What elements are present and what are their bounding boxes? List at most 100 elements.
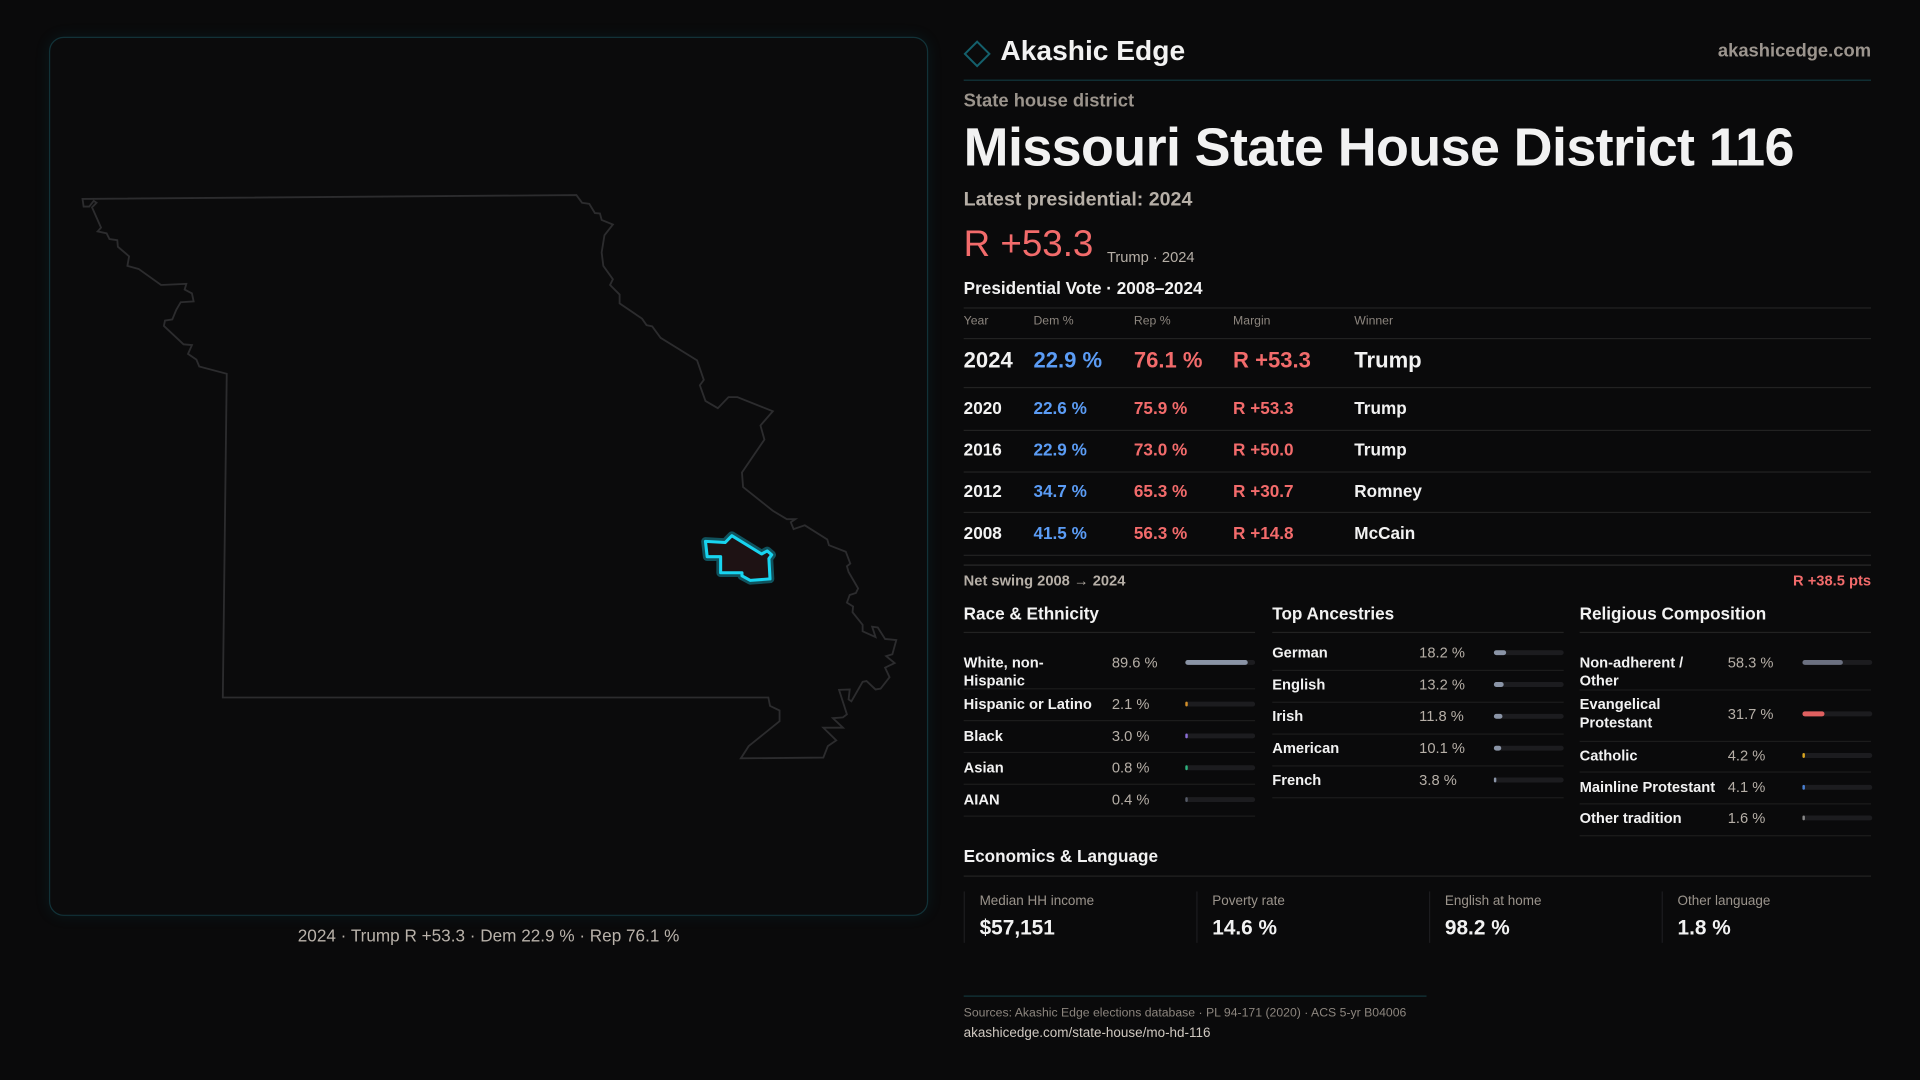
religion-row-divider bbox=[1579, 689, 1872, 691]
religion-bar-fill bbox=[1802, 711, 1825, 717]
religion-row-divider bbox=[1579, 835, 1872, 837]
table-cell-year: 2008 bbox=[963, 522, 1002, 542]
card-value: 14.6 % bbox=[1212, 915, 1278, 940]
race-label: AIAN bbox=[963, 790, 1000, 808]
race-bar-track bbox=[1185, 765, 1256, 771]
ancestry-row-divider bbox=[1272, 733, 1564, 735]
race-label: White, non-Hispanic bbox=[963, 653, 1044, 689]
race-bar-fill bbox=[1185, 797, 1188, 803]
ancestry-bar-track bbox=[1493, 713, 1564, 719]
column-header: Margin bbox=[1233, 314, 1271, 329]
table-cell-winner: Trump bbox=[1354, 397, 1407, 418]
table-cell-rep: 56.3 % bbox=[1133, 522, 1188, 542]
table-header-divider bbox=[963, 337, 1872, 340]
religion-bar-track bbox=[1802, 753, 1873, 758]
religion-label: Mainline Protestant bbox=[1579, 778, 1716, 796]
religion-bar-track bbox=[1802, 711, 1873, 717]
district-type: State house district bbox=[963, 90, 1135, 112]
ancestry-row-divider bbox=[1272, 797, 1564, 799]
ancestry-row-divider bbox=[1272, 701, 1564, 703]
ancestry-title: Top Ancestries bbox=[1272, 603, 1395, 624]
site-link[interactable]: akashicedge.com bbox=[1717, 40, 1872, 62]
table-cell-rep: 73.0 % bbox=[1133, 439, 1188, 459]
table-cell-margin: R +53.3 bbox=[1233, 347, 1311, 373]
religion-bar-fill bbox=[1802, 815, 1805, 821]
diamond-logo-icon bbox=[963, 40, 991, 68]
ancestry-bar-track bbox=[1493, 745, 1564, 751]
religion-title: Religious Composition bbox=[1579, 603, 1767, 624]
religion-value: 1.6 % bbox=[1727, 809, 1766, 827]
race-bar-fill bbox=[1185, 765, 1188, 771]
page-url[interactable]: akashicedge.com/state-house/mo-hd-116 bbox=[963, 1026, 1211, 1041]
card-label: English at home bbox=[1444, 893, 1542, 909]
religion-label: Evangelical Protestant bbox=[1579, 695, 1661, 732]
table-row-divider bbox=[963, 511, 1872, 514]
race-label: Hispanic or Latino bbox=[963, 694, 1092, 713]
race-value: 0.4 % bbox=[1111, 791, 1150, 809]
religion-row-divider bbox=[1579, 740, 1872, 743]
race-label: Black bbox=[963, 726, 1003, 744]
table-row-divider bbox=[963, 429, 1872, 432]
brand-name[interactable]: Akashic Edge bbox=[1000, 34, 1186, 67]
religion-value: 4.1 % bbox=[1727, 778, 1766, 796]
ancestry-bar-fill bbox=[1493, 745, 1501, 751]
table-cell-rep: 76.1 % bbox=[1133, 347, 1203, 373]
column-header: Dem % bbox=[1033, 314, 1074, 329]
page-title: Missouri State House District 116 bbox=[963, 117, 1795, 178]
headline-margin-sub: Trump · 2024 bbox=[1106, 248, 1195, 266]
race-bar-fill bbox=[1185, 660, 1248, 665]
ancestry-divider bbox=[1272, 631, 1564, 634]
ancestry-label: French bbox=[1272, 770, 1322, 788]
table-cell-dem: 34.7 % bbox=[1033, 480, 1087, 501]
table-cell-year: 2012 bbox=[963, 480, 1002, 501]
headline-margin: R +53.3 bbox=[963, 224, 1094, 265]
table-cell-dem: 22.9 % bbox=[1033, 439, 1087, 459]
race-value: 3.0 % bbox=[1111, 727, 1150, 745]
race-bar-track bbox=[1185, 660, 1256, 665]
header-divider bbox=[963, 79, 1872, 81]
card-border bbox=[1428, 891, 1431, 943]
ancestry-value: 11.8 % bbox=[1419, 707, 1464, 725]
religion-bar-track bbox=[1802, 784, 1873, 790]
table-cell-dem: 22.6 % bbox=[1033, 397, 1087, 418]
missouri-map[interactable] bbox=[40, 170, 920, 770]
table-cell-margin: R +30.7 bbox=[1233, 480, 1294, 501]
card-value: $57,151 bbox=[979, 915, 1055, 940]
race-value: 2.1 % bbox=[1111, 695, 1150, 713]
ancestry-bar-fill bbox=[1493, 777, 1497, 783]
ancestry-bar-track bbox=[1493, 777, 1564, 783]
ancestry-value: 13.2 % bbox=[1419, 675, 1465, 694]
latest-presidential: Latest presidential: 2024 bbox=[963, 189, 1193, 211]
sources-text: Sources: Akashic Edge elections database… bbox=[963, 1006, 1407, 1021]
religion-row-divider bbox=[1579, 771, 1872, 773]
table-row-divider bbox=[963, 554, 1872, 556]
race-bar-fill bbox=[1185, 701, 1188, 707]
card-border bbox=[1661, 891, 1663, 943]
column-header: Year bbox=[963, 314, 989, 329]
religion-label: Other tradition bbox=[1579, 808, 1682, 826]
race-value: 0.8 % bbox=[1111, 759, 1150, 777]
ancestry-row-divider bbox=[1272, 765, 1564, 767]
map-panel[interactable] bbox=[48, 36, 929, 916]
ancestry-label: Irish bbox=[1272, 707, 1304, 725]
table-cell-winner: McCain bbox=[1354, 522, 1416, 542]
card-border bbox=[1196, 891, 1198, 943]
race-bar-track bbox=[1185, 701, 1256, 707]
race-bar-track bbox=[1185, 733, 1256, 739]
race-row-divider bbox=[963, 688, 1256, 690]
religion-bar-track bbox=[1802, 660, 1873, 665]
card-value: 98.2 % bbox=[1444, 915, 1510, 940]
table-bottom-divider bbox=[963, 564, 1872, 566]
table-cell-year: 2020 bbox=[963, 397, 1002, 418]
race-row-divider bbox=[963, 720, 1256, 722]
religion-row-divider bbox=[1579, 803, 1872, 805]
race-bar-fill bbox=[1185, 733, 1188, 739]
race-row-divider bbox=[963, 815, 1256, 817]
religion-label: Non-adherent / Other bbox=[1579, 653, 1684, 689]
map-caption: 2024 · Trump R +53.3 · Dem 22.9 % · Rep … bbox=[297, 925, 680, 946]
net-swing-value: R +38.5 pts bbox=[1793, 571, 1872, 589]
religion-bar-track bbox=[1802, 815, 1873, 821]
district-116-shape[interactable] bbox=[705, 535, 771, 580]
card-border bbox=[963, 891, 965, 943]
